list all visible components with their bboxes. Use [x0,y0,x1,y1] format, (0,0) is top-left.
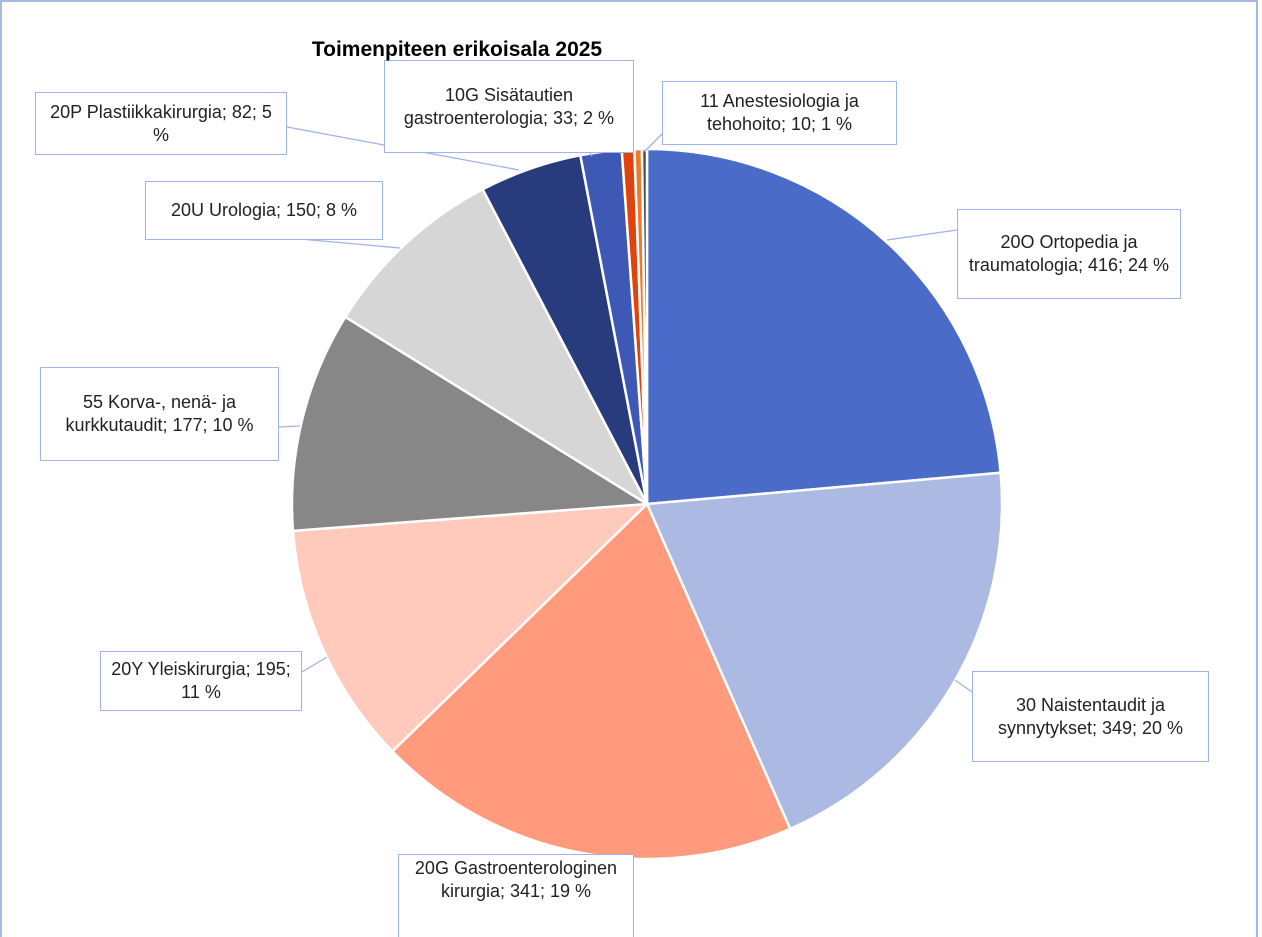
data-label: 11 Anestesiologia ja tehohoito; 10; 1 % [662,81,897,145]
data-label: 30 Naistentaudit ja synnytykset; 349; 20… [972,671,1209,762]
data-label: 20O Ortopedia ja traumatologia; 416; 24 … [957,209,1181,299]
data-label: 10G Sisätautien gastroenterologia; 33; 2… [384,60,634,153]
data-label: 20U Urologia; 150; 8 % [145,181,383,240]
leader-line [278,425,301,428]
leader-line [643,133,663,153]
leader-line [954,679,973,693]
pie [290,147,1004,861]
leader-line [301,656,328,673]
pie-slice [343,187,651,508]
pie-slice [390,501,792,861]
data-label: 20Y Yleiskirurgia; 195; 11 % [100,651,302,711]
leader-line [886,229,958,241]
pie-slice [291,502,651,754]
data-label: 55 Korva-, nenä- ja kurkkutaudit; 177; 1… [40,367,279,461]
pie-slice [290,315,651,533]
pie-slice [645,147,1002,506]
data-label: 20P Plastiikkakirurgia; 82; 5 % [35,92,287,155]
data-label: 20G Gastroenterologinen kirurgia; 341; 1… [398,854,634,937]
pie-slice [645,471,1004,831]
